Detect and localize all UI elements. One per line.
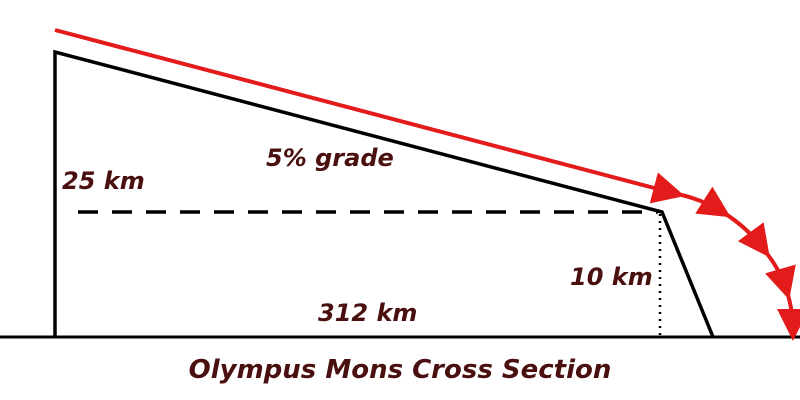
trajectory-arc-segment — [763, 249, 796, 300]
trajectory-arc-segment — [776, 291, 800, 341]
trajectory-arc — [676, 186, 800, 341]
trajectory-line — [54, 28, 685, 204]
grade-label: 5% grade — [266, 144, 394, 172]
height-total-label: 25 km — [62, 167, 145, 195]
trajectory-arc-segment — [676, 186, 731, 218]
trajectory-arc-segment — [722, 211, 770, 258]
height-drop-label: 10 km — [570, 263, 653, 291]
base-length-label: 312 km — [318, 299, 417, 327]
diagram-caption: Olympus Mons Cross Section — [189, 355, 612, 385]
mountain-profile — [53, 49, 715, 338]
